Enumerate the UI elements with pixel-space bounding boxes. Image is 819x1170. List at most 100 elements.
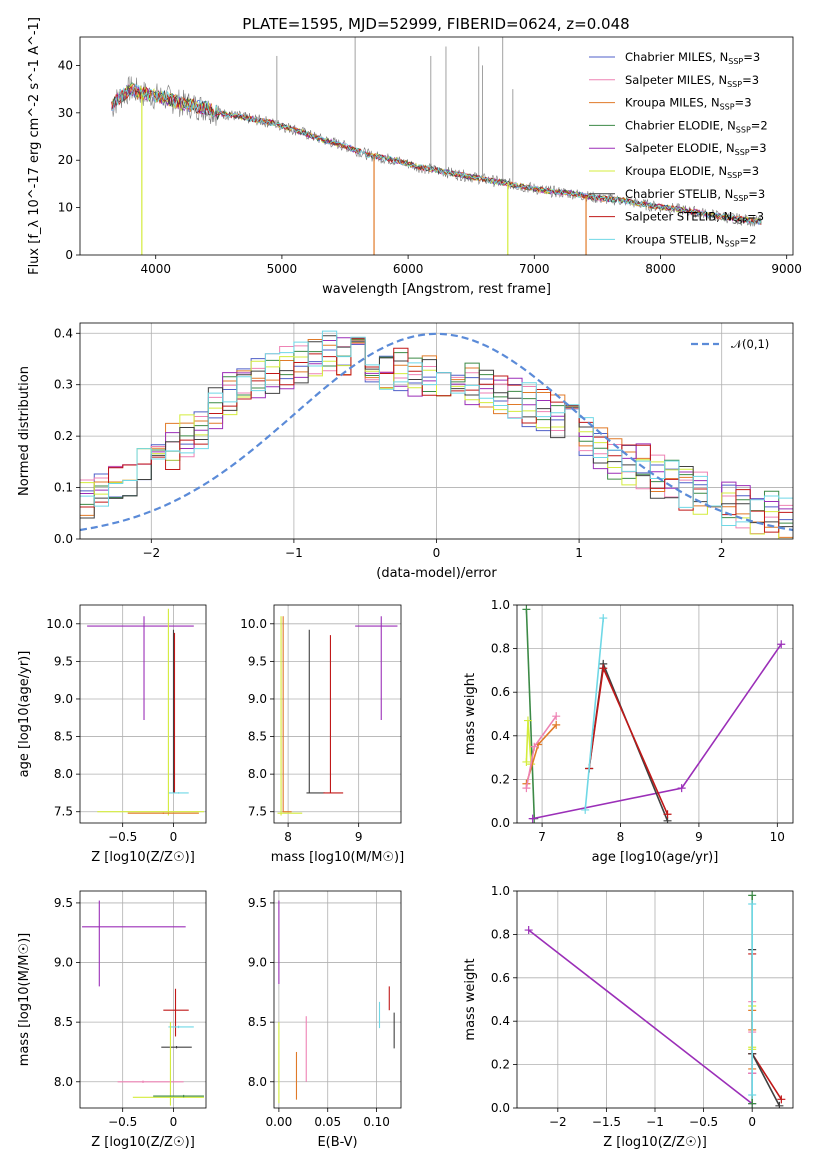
weight-line (751, 953, 782, 1100)
y-axis-label: mass weight (463, 958, 478, 1040)
weight-point (552, 720, 561, 729)
weight-point (523, 716, 532, 725)
weight-point (581, 805, 590, 814)
x-tick-label: 10 (770, 830, 785, 844)
x-tick-label: 9000 (771, 262, 802, 276)
y-tick-label: 0.6 (491, 685, 510, 699)
y-tick-label: 0.4 (491, 1014, 510, 1028)
weight-line (584, 618, 605, 810)
plot-area (82, 900, 204, 1106)
weight-line (532, 643, 782, 820)
figure-title: PLATE=1595, MJD=52999, FIBERID=0624, z=0… (242, 15, 629, 33)
y-tick-label: 0.1 (54, 481, 73, 495)
x-tick-label: −1 (285, 546, 303, 560)
axes-frame (79, 322, 794, 540)
y-tick-label: 0.2 (491, 772, 510, 786)
y-tick-label: 9.5 (54, 896, 73, 910)
x-axis-label: wavelength [Angstrom, rest frame] (322, 282, 551, 297)
x-tick-label: −0.5 (108, 830, 137, 844)
y-tick-label: 9.0 (54, 692, 73, 706)
panel-mass-vs-age: 8 9 7.5 8.0 8.5 9.0 9.5 10.0 mass [log10(M/M☉)] (240, 604, 404, 865)
plot-area (278, 900, 395, 1104)
x-axis-label: mass [log10(M/M☉)] (271, 850, 404, 865)
y-tick-label: 0.0 (54, 532, 73, 546)
y-tick-label: 7.5 (248, 805, 267, 819)
y-tick-label: 9.0 (248, 956, 267, 970)
weight-point (748, 891, 757, 900)
legend-entry: Chabrier ELODIE, NSSP=2 (625, 118, 768, 134)
legend-entry: Salpeter ELODIE, NSSP=3 (625, 141, 767, 157)
legend-entry: Kroupa MILES, NSSP=3 (625, 96, 752, 112)
gaussian-curve (80, 332, 793, 532)
panel-ebv-vs-mass: 0.00 0.05 0.10 8.0 8.5 9.0 9.5 E(B-V) (248, 890, 402, 1150)
y-tick-label: 1.0 (491, 598, 510, 612)
axes-frame (273, 890, 402, 1109)
y-tick-label: 40 (58, 58, 73, 72)
y-tick-label: 0.3 (54, 378, 73, 392)
y-tick-label: 0 (65, 248, 73, 262)
y-tick-label: 9.5 (54, 654, 73, 668)
axes-frame (79, 604, 207, 824)
weight-line (525, 609, 536, 819)
y-tick-label: 8.5 (248, 1015, 267, 1029)
plot-area (524, 891, 786, 1108)
y-tick-label: 0.0 (491, 816, 510, 830)
residual-histogram (80, 337, 793, 533)
x-axis-label: Z [log10(Z/Z☉)] (91, 850, 195, 865)
x-tick-label: 0 (170, 1115, 178, 1129)
y-tick-label: 0.4 (54, 326, 73, 340)
x-tick-label: −1.5 (592, 1115, 621, 1129)
weight-point (599, 664, 608, 673)
x-tick-label: 0.05 (314, 1115, 341, 1129)
x-tick-label: 9 (355, 830, 363, 844)
y-tick-label: 0.0 (491, 1101, 510, 1115)
x-axis-label: age [log10(age/yr)] (592, 850, 719, 865)
weight-point (663, 810, 672, 819)
x-tick-label: 2 (718, 546, 726, 560)
panel-Z-vs-weight: −2 −1.5 −1 −0.5 0 0.0 0.2 0.4 0.6 0.8 1.0 Z [log10(… (463, 884, 794, 1150)
plot-area (87, 608, 204, 816)
panel-spectrum: 4000 5000 6000 7000 8000 9000 0 10 20 30 40 Chabrie… (27, 17, 802, 297)
y-tick-label: 0.2 (54, 429, 73, 443)
y-tick-label: 8.0 (248, 767, 267, 781)
plot-area (522, 605, 786, 823)
weight-point (777, 640, 786, 649)
y-tick-label: 9.0 (248, 692, 267, 706)
y-tick-label: 20 (58, 153, 73, 167)
weight-point (522, 784, 531, 793)
residual-histogram (80, 335, 793, 528)
y-tick-label: 8.0 (248, 1075, 267, 1089)
x-tick-label: 8000 (645, 262, 676, 276)
x-tick-label: 8 (284, 830, 292, 844)
y-tick-label: 9.5 (248, 896, 267, 910)
panel-Z-vs-mass: −0.5 0 8.0 8.5 9.0 9.5 Z [log10(Z/Z☉)] mass [lo… (17, 890, 207, 1150)
y-axis-label: Normed distribution (17, 366, 32, 496)
x-axis-label: Z [log10(Z/Z☉)] (603, 1135, 707, 1150)
x-tick-label: 0 (748, 1115, 756, 1129)
y-tick-label: 10.0 (240, 617, 267, 631)
y-tick-label: 10 (58, 201, 73, 215)
weight-line (528, 929, 754, 1106)
legend-entry: Salpeter MILES, NSSP=3 (625, 73, 759, 89)
x-tick-label: 9 (695, 830, 703, 844)
y-axis-label: age [log10(age/yr)] (17, 651, 32, 778)
axes-frame (79, 36, 794, 256)
y-tick-label: 30 (58, 106, 73, 120)
panel-age-vs-weight: 7 8 9 10 0.0 0.2 0.4 0.6 0.8 1.0 age [log10(age/yr… (463, 598, 794, 865)
weight-point (522, 757, 531, 766)
x-tick-label: 0 (170, 830, 178, 844)
axes-frame (516, 890, 794, 1109)
weight-point (599, 614, 608, 623)
weight-point (777, 1095, 786, 1104)
y-axis-label: Flux [f_λ 10^-17 erg cm^-2 s^-1 A^-1] (27, 17, 42, 275)
weight-line (751, 949, 781, 1107)
weight-point (775, 1101, 784, 1108)
weight-point (522, 605, 531, 614)
axes-frame (79, 890, 207, 1109)
x-tick-label: 6000 (393, 262, 424, 276)
y-tick-label: 0.8 (491, 642, 510, 656)
axes-frame (273, 604, 402, 824)
x-tick-label: −0.5 (689, 1115, 718, 1129)
legend-entry: Kroupa ELODIE, NSSP=3 (625, 164, 759, 180)
y-tick-label: 0.6 (491, 971, 510, 985)
